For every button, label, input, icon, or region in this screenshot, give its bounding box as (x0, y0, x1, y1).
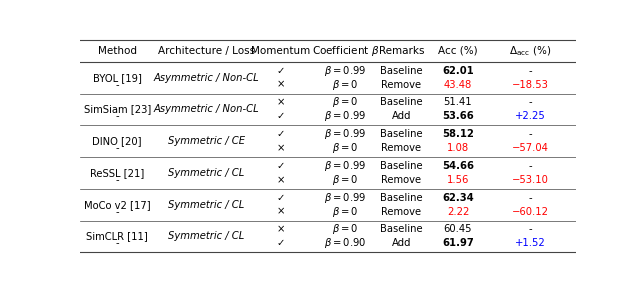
Text: ×: × (276, 80, 285, 90)
Text: Symmetric / CL: Symmetric / CL (168, 168, 244, 178)
Text: Baseline: Baseline (380, 225, 423, 235)
Text: ✓: ✓ (276, 161, 285, 171)
Text: −53.10: −53.10 (512, 175, 549, 185)
Text: -: - (529, 66, 532, 76)
Text: 2.22: 2.22 (447, 207, 469, 217)
Text: -: - (115, 80, 119, 90)
Text: 43.48: 43.48 (444, 80, 472, 90)
Text: $\beta = $0.99: $\beta = $0.99 (324, 64, 367, 78)
Text: +1.52: +1.52 (515, 239, 546, 249)
Text: Remove: Remove (381, 207, 422, 217)
Text: 60.45: 60.45 (444, 225, 472, 235)
Text: ✓: ✓ (276, 66, 285, 76)
Text: ✓: ✓ (276, 239, 285, 249)
Text: DINO [20]: DINO [20] (92, 136, 142, 146)
Text: -: - (529, 129, 532, 139)
Text: -: - (115, 175, 119, 185)
Text: ✓: ✓ (276, 112, 285, 122)
Text: Architecture / Loss: Architecture / Loss (158, 46, 255, 56)
Text: BYOL [19]: BYOL [19] (93, 73, 141, 83)
Text: 53.66: 53.66 (442, 112, 474, 122)
Text: -: - (115, 239, 119, 249)
Text: 1.56: 1.56 (447, 175, 469, 185)
Text: $\beta = $0: $\beta = $0 (332, 173, 358, 187)
Text: Method: Method (98, 46, 137, 56)
Text: -: - (115, 143, 119, 153)
Text: $\beta = $0: $\beta = $0 (332, 78, 358, 92)
Text: Momentum: Momentum (252, 46, 310, 56)
Text: Remove: Remove (381, 175, 422, 185)
Text: −60.12: −60.12 (512, 207, 549, 217)
Text: Remarks: Remarks (379, 46, 424, 56)
Text: Remove: Remove (381, 143, 422, 153)
Text: Symmetric / CL: Symmetric / CL (168, 231, 244, 241)
Text: Symmetric / CL: Symmetric / CL (168, 200, 244, 210)
Text: SimCLR [11]: SimCLR [11] (86, 231, 148, 241)
Text: Add: Add (392, 239, 411, 249)
Text: 1.08: 1.08 (447, 143, 469, 153)
Text: Baseline: Baseline (380, 66, 423, 76)
Text: Baseline: Baseline (380, 129, 423, 139)
Text: ×: × (276, 207, 285, 217)
Text: Add: Add (392, 112, 411, 122)
Text: -: - (115, 112, 119, 122)
Text: Acc (%): Acc (%) (438, 46, 478, 56)
Text: $\beta = $0.99: $\beta = $0.99 (324, 191, 367, 205)
Text: $\beta = $0: $\beta = $0 (332, 223, 358, 237)
Text: ×: × (276, 225, 285, 235)
Text: Coefficient $\beta$: Coefficient $\beta$ (312, 44, 379, 58)
Text: 61.97: 61.97 (442, 239, 474, 249)
Text: SimSiam [23]: SimSiam [23] (84, 104, 151, 114)
Text: Remove: Remove (381, 80, 422, 90)
Text: 62.01: 62.01 (442, 66, 474, 76)
Text: ✓: ✓ (276, 129, 285, 139)
Text: ×: × (276, 175, 285, 185)
Text: ×: × (276, 98, 285, 108)
Text: ✓: ✓ (276, 193, 285, 203)
Text: $\beta = $0.99: $\beta = $0.99 (324, 159, 367, 173)
Text: ReSSL [21]: ReSSL [21] (90, 168, 145, 178)
Text: $\Delta_{\mathrm{acc}}$ (%): $\Delta_{\mathrm{acc}}$ (%) (509, 44, 552, 58)
Text: -: - (529, 225, 532, 235)
Text: -: - (529, 98, 532, 108)
Text: Asymmetric / Non-CL: Asymmetric / Non-CL (154, 104, 259, 114)
Text: 54.66: 54.66 (442, 161, 474, 171)
Text: Asymmetric / Non-CL: Asymmetric / Non-CL (154, 73, 259, 83)
Text: Baseline: Baseline (380, 98, 423, 108)
Text: Symmetric / CE: Symmetric / CE (168, 136, 245, 146)
Text: $\beta = $0.99: $\beta = $0.99 (324, 127, 367, 141)
Text: $\beta = $0.90: $\beta = $0.90 (324, 237, 367, 251)
Text: −57.04: −57.04 (512, 143, 549, 153)
Text: Baseline: Baseline (380, 193, 423, 203)
Text: -: - (529, 161, 532, 171)
Text: -: - (529, 193, 532, 203)
Text: 51.41: 51.41 (444, 98, 472, 108)
Text: $\beta = $0: $\beta = $0 (332, 205, 358, 219)
Text: $\beta = $0.99: $\beta = $0.99 (324, 110, 367, 124)
Text: 62.34: 62.34 (442, 193, 474, 203)
Text: +2.25: +2.25 (515, 112, 546, 122)
Text: ×: × (276, 143, 285, 153)
Text: -: - (115, 207, 119, 217)
Text: 58.12: 58.12 (442, 129, 474, 139)
Text: Baseline: Baseline (380, 161, 423, 171)
Text: MoCo v2 [17]: MoCo v2 [17] (84, 200, 150, 210)
Text: −18.53: −18.53 (512, 80, 549, 90)
Text: $\beta = $0: $\beta = $0 (332, 141, 358, 155)
Text: $\beta = $0: $\beta = $0 (332, 96, 358, 110)
